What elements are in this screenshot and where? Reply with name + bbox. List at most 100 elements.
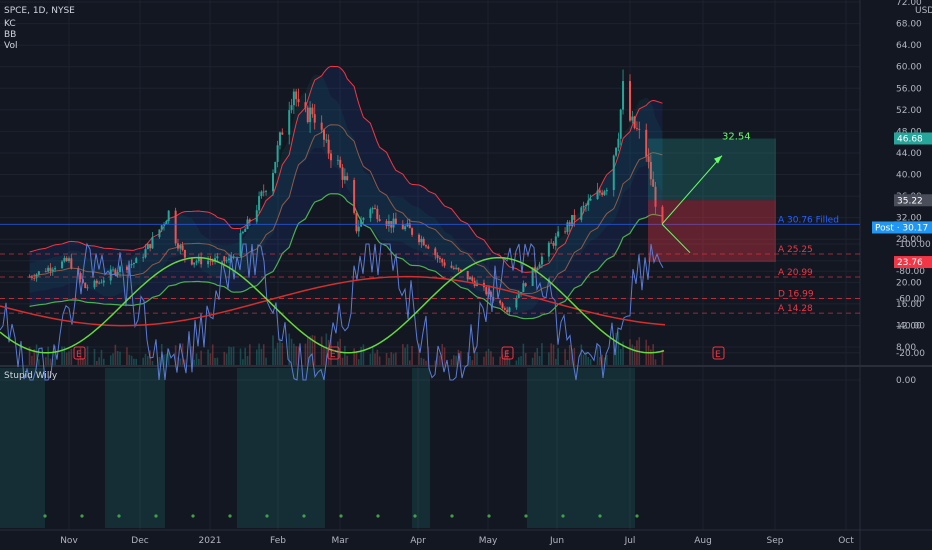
candle-body xyxy=(190,257,193,265)
candle-body xyxy=(357,226,360,232)
candle-body xyxy=(227,258,230,261)
volume-bar xyxy=(601,354,603,365)
candle-body xyxy=(584,205,587,207)
volume-bar xyxy=(506,349,508,365)
volume-bar xyxy=(390,352,393,365)
candle-body xyxy=(306,107,309,123)
volume-bar xyxy=(225,353,228,365)
profit-zone xyxy=(648,138,776,201)
candle-body xyxy=(376,208,379,220)
candle-body xyxy=(151,237,154,249)
volume-bar xyxy=(228,346,230,365)
osc-dot xyxy=(80,514,84,518)
time-label: Nov xyxy=(60,536,78,546)
price-tick: 20.00 xyxy=(896,278,922,288)
volume-bar xyxy=(422,358,425,365)
volume-bar xyxy=(102,358,105,365)
candle-body xyxy=(450,265,453,268)
candle-body xyxy=(422,238,425,246)
candle-body xyxy=(255,210,258,222)
candle-body xyxy=(84,282,87,289)
volume-bar xyxy=(580,344,583,365)
candle-body xyxy=(622,81,625,110)
candle-body xyxy=(346,176,349,181)
price-tick: 8.00 xyxy=(896,343,916,353)
candle-body xyxy=(149,243,152,249)
price-tick: 60.00 xyxy=(896,63,922,73)
level-label: A 20.99 xyxy=(778,268,813,278)
volume-bar xyxy=(142,357,144,365)
candle-body xyxy=(274,161,277,173)
candle-body xyxy=(617,138,620,148)
candle-body xyxy=(174,210,177,244)
time-label: May xyxy=(479,536,498,546)
candle-body xyxy=(119,266,121,272)
price-tag-bg xyxy=(894,194,932,207)
candle-body xyxy=(61,261,64,269)
volume-bar xyxy=(198,358,200,365)
volume-bar xyxy=(453,355,455,365)
volume-bar xyxy=(260,348,263,365)
candle-body xyxy=(489,291,492,298)
candle-body xyxy=(547,242,550,257)
candle-body xyxy=(401,224,404,230)
volume-bar xyxy=(504,356,506,365)
volume-bar xyxy=(599,356,601,365)
symbol-title: SPCE, 1D, NYSE xyxy=(4,6,75,16)
candle-body xyxy=(223,256,226,262)
volume-bar xyxy=(276,342,279,365)
candle-body xyxy=(341,167,344,180)
candle-body xyxy=(68,258,70,262)
candle-body xyxy=(114,269,117,275)
candle-body xyxy=(181,245,184,251)
volume-bar xyxy=(606,355,608,365)
candle-body xyxy=(49,267,52,272)
osc-dot xyxy=(339,514,343,518)
keltner-fill xyxy=(29,74,663,313)
candle-body xyxy=(197,257,200,262)
candle-body xyxy=(63,257,66,262)
volume-bar xyxy=(51,358,54,365)
time-label: Feb xyxy=(270,536,286,546)
volume-bar xyxy=(165,353,168,365)
volume-bar xyxy=(325,333,328,365)
volume-bar xyxy=(376,349,379,365)
volume-bar xyxy=(61,346,63,365)
candle-body xyxy=(81,279,84,283)
candle-body xyxy=(557,231,560,237)
volume-bar xyxy=(374,353,376,365)
volume-bar xyxy=(65,352,68,365)
volume-bar xyxy=(200,350,202,365)
candle-body xyxy=(47,267,50,272)
volume-bar xyxy=(492,356,495,365)
indicator-label: KC xyxy=(4,19,16,29)
candle-body xyxy=(418,234,421,243)
volume-bar xyxy=(130,355,133,365)
candle-body xyxy=(112,269,115,271)
candle-body xyxy=(297,99,300,103)
volume-bar xyxy=(295,346,297,365)
time-label: Aug xyxy=(694,536,712,546)
volume-bar xyxy=(501,354,504,365)
indicator-label: Vol xyxy=(4,41,17,51)
candle-body xyxy=(471,277,474,281)
volume-bar xyxy=(603,357,606,365)
price-tick: 64.00 xyxy=(896,41,922,51)
candle-body xyxy=(102,280,105,283)
earnings-marker xyxy=(73,346,86,360)
volume-bar xyxy=(490,351,492,365)
candle-body xyxy=(144,249,147,258)
candle-body xyxy=(195,261,198,263)
volume-bar xyxy=(311,335,314,365)
volume-bar xyxy=(522,343,525,365)
volume-bar xyxy=(402,344,404,365)
candle-body xyxy=(281,132,284,135)
candle-body xyxy=(176,243,179,249)
osc-slow-line xyxy=(0,256,665,354)
candle-body xyxy=(436,255,439,258)
horizontal-levels: A 30.76 Filled A 25.25 A 20.99 D 16.99 A 14.… xyxy=(0,215,860,314)
candle-body xyxy=(533,267,536,271)
candle-body xyxy=(130,264,133,266)
price-tag-text: 23.76 xyxy=(897,258,923,268)
